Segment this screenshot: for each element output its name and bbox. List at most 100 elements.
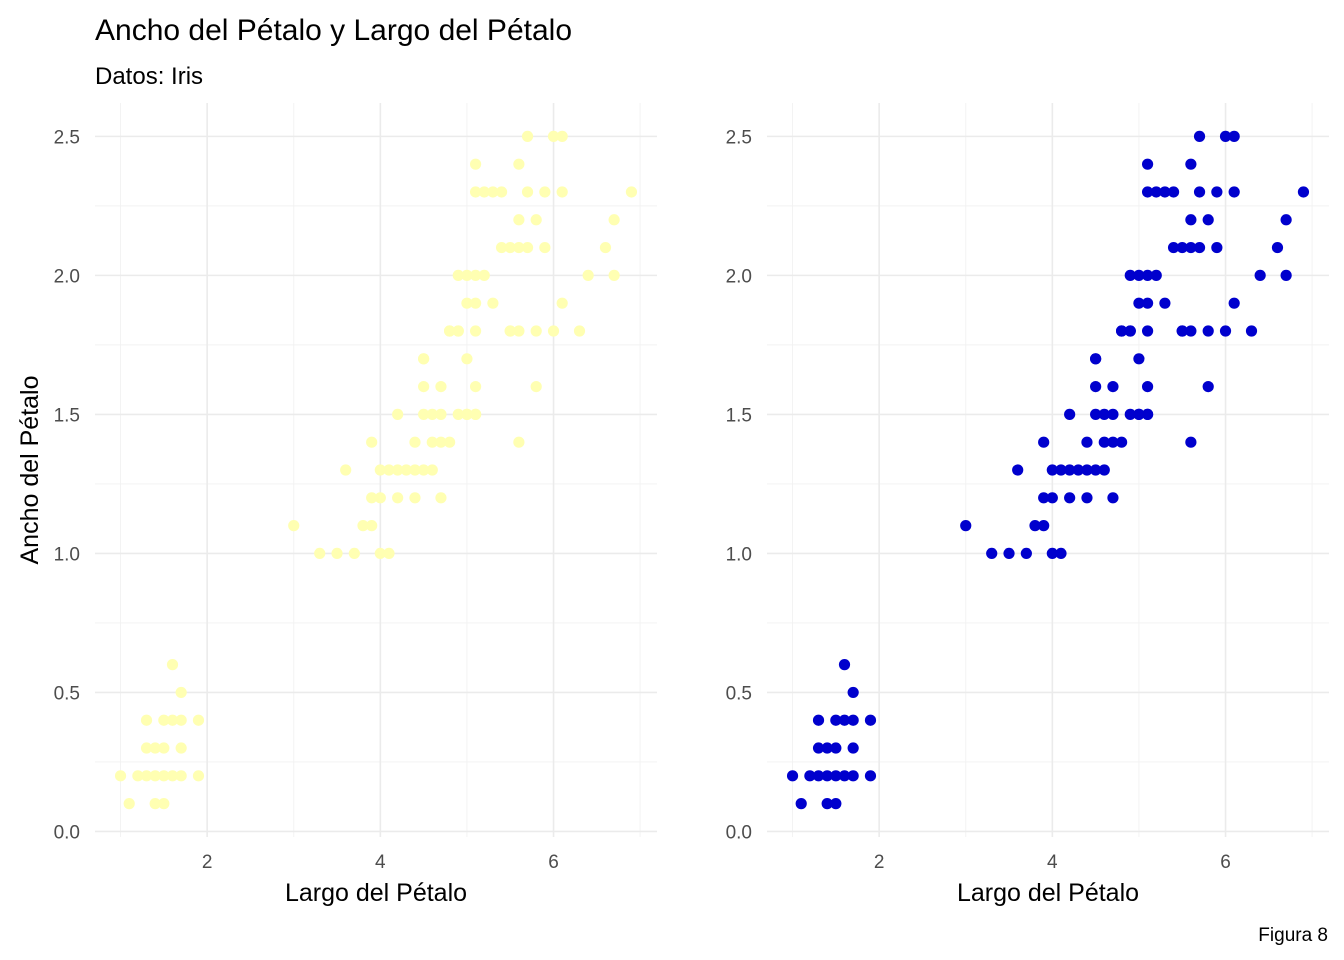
- data-point: [1046, 547, 1058, 560]
- data-point: [830, 742, 842, 754]
- data-point: [830, 714, 842, 726]
- data-point: [812, 770, 825, 782]
- data-point: [1159, 297, 1171, 309]
- data-point: [366, 436, 378, 448]
- data-point: [1116, 325, 1128, 337]
- data-point: [1193, 241, 1206, 254]
- data-point: [1090, 408, 1102, 420]
- y-tick-label: 0.5: [726, 683, 752, 704]
- data-point: [1202, 380, 1214, 393]
- data-point: [504, 325, 516, 337]
- data-point: [469, 158, 482, 170]
- data-point: [1124, 408, 1136, 420]
- data-point: [521, 241, 534, 254]
- scatter-panel-left: 2 4 6 0.0 0.5 1.0 1.5 2.0 2.5 Largo del Pétalo Anc…: [16, 103, 657, 907]
- data-point: [1280, 269, 1292, 281]
- data-point: [1141, 297, 1154, 309]
- data-point: [114, 770, 127, 782]
- data-point: [452, 325, 464, 337]
- data-point: [175, 714, 187, 726]
- data-point: [478, 269, 490, 281]
- y-tick-label: 1.5: [726, 405, 752, 426]
- data-point: [547, 325, 560, 337]
- data-point: [539, 186, 551, 198]
- data-point: [1202, 214, 1214, 226]
- data-point: [149, 742, 161, 754]
- data-point: [1297, 186, 1310, 198]
- data-point: [140, 714, 153, 726]
- data-point: [132, 770, 144, 782]
- data-point: [786, 770, 799, 782]
- data-point: [1133, 297, 1145, 309]
- data-point: [452, 408, 464, 420]
- data-point: [960, 520, 972, 532]
- y-tick-label: 2.5: [726, 127, 752, 148]
- data-point: [1141, 325, 1154, 337]
- y-tick-label: 0.5: [54, 683, 80, 704]
- data-point: [1133, 408, 1145, 420]
- data-point: [1098, 464, 1110, 476]
- data-point: [821, 742, 833, 754]
- data-point: [1038, 520, 1050, 532]
- data-point: [1098, 408, 1110, 420]
- data-point: [418, 408, 430, 420]
- data-point: [1046, 464, 1058, 476]
- data-point: [366, 520, 378, 532]
- data-point: [158, 770, 170, 782]
- data-point: [192, 714, 205, 726]
- data-point: [1038, 492, 1050, 504]
- data-point: [1280, 214, 1292, 226]
- data-point: [1193, 130, 1206, 142]
- data-point: [166, 770, 179, 782]
- data-point: [1219, 325, 1232, 337]
- data-point: [547, 130, 560, 142]
- data-point: [830, 770, 842, 782]
- data-point: [1107, 436, 1119, 448]
- data-point: [1254, 269, 1266, 281]
- x-axis-title: Largo del Pétalo: [285, 879, 467, 907]
- y-tick-label: 0.0: [54, 822, 80, 843]
- data-point: [986, 547, 998, 560]
- data-point: [1150, 269, 1162, 281]
- data-point: [1228, 297, 1240, 309]
- data-point: [582, 269, 594, 281]
- data-point: [1064, 408, 1076, 420]
- x-tick-label: 2: [874, 852, 885, 873]
- data-point: [444, 325, 456, 337]
- data-point: [426, 436, 438, 448]
- data-point: [1141, 158, 1154, 170]
- data-point: [1185, 214, 1197, 226]
- data-point: [1176, 325, 1188, 337]
- data-point: [400, 464, 412, 476]
- data-point: [1090, 380, 1102, 393]
- data-point: [409, 492, 421, 504]
- data-point: [847, 714, 859, 726]
- data-point: [435, 408, 447, 420]
- data-point: [1185, 158, 1197, 170]
- data-point: [1124, 325, 1136, 337]
- data-point: [149, 770, 161, 782]
- data-point: [469, 325, 482, 337]
- data-point: [469, 297, 482, 309]
- data-point: [1038, 436, 1050, 448]
- data-point: [1211, 241, 1223, 254]
- data-point: [1133, 269, 1145, 281]
- data-point: [175, 686, 187, 699]
- data-point: [140, 770, 153, 782]
- y-tick-label: 1.0: [54, 544, 80, 565]
- data-point: [1003, 547, 1015, 560]
- data-point: [461, 269, 473, 281]
- data-point: [366, 492, 378, 504]
- data-point: [1055, 464, 1067, 476]
- data-point: [513, 214, 525, 226]
- data-point: [1133, 353, 1145, 365]
- data-point: [1107, 492, 1119, 504]
- chart-subtitle: Datos: Iris: [95, 63, 203, 90]
- data-point: [175, 742, 187, 754]
- data-point: [1219, 130, 1232, 142]
- data-point: [847, 742, 859, 754]
- data-point: [1064, 492, 1076, 504]
- data-point: [1072, 464, 1084, 476]
- data-point: [608, 214, 620, 226]
